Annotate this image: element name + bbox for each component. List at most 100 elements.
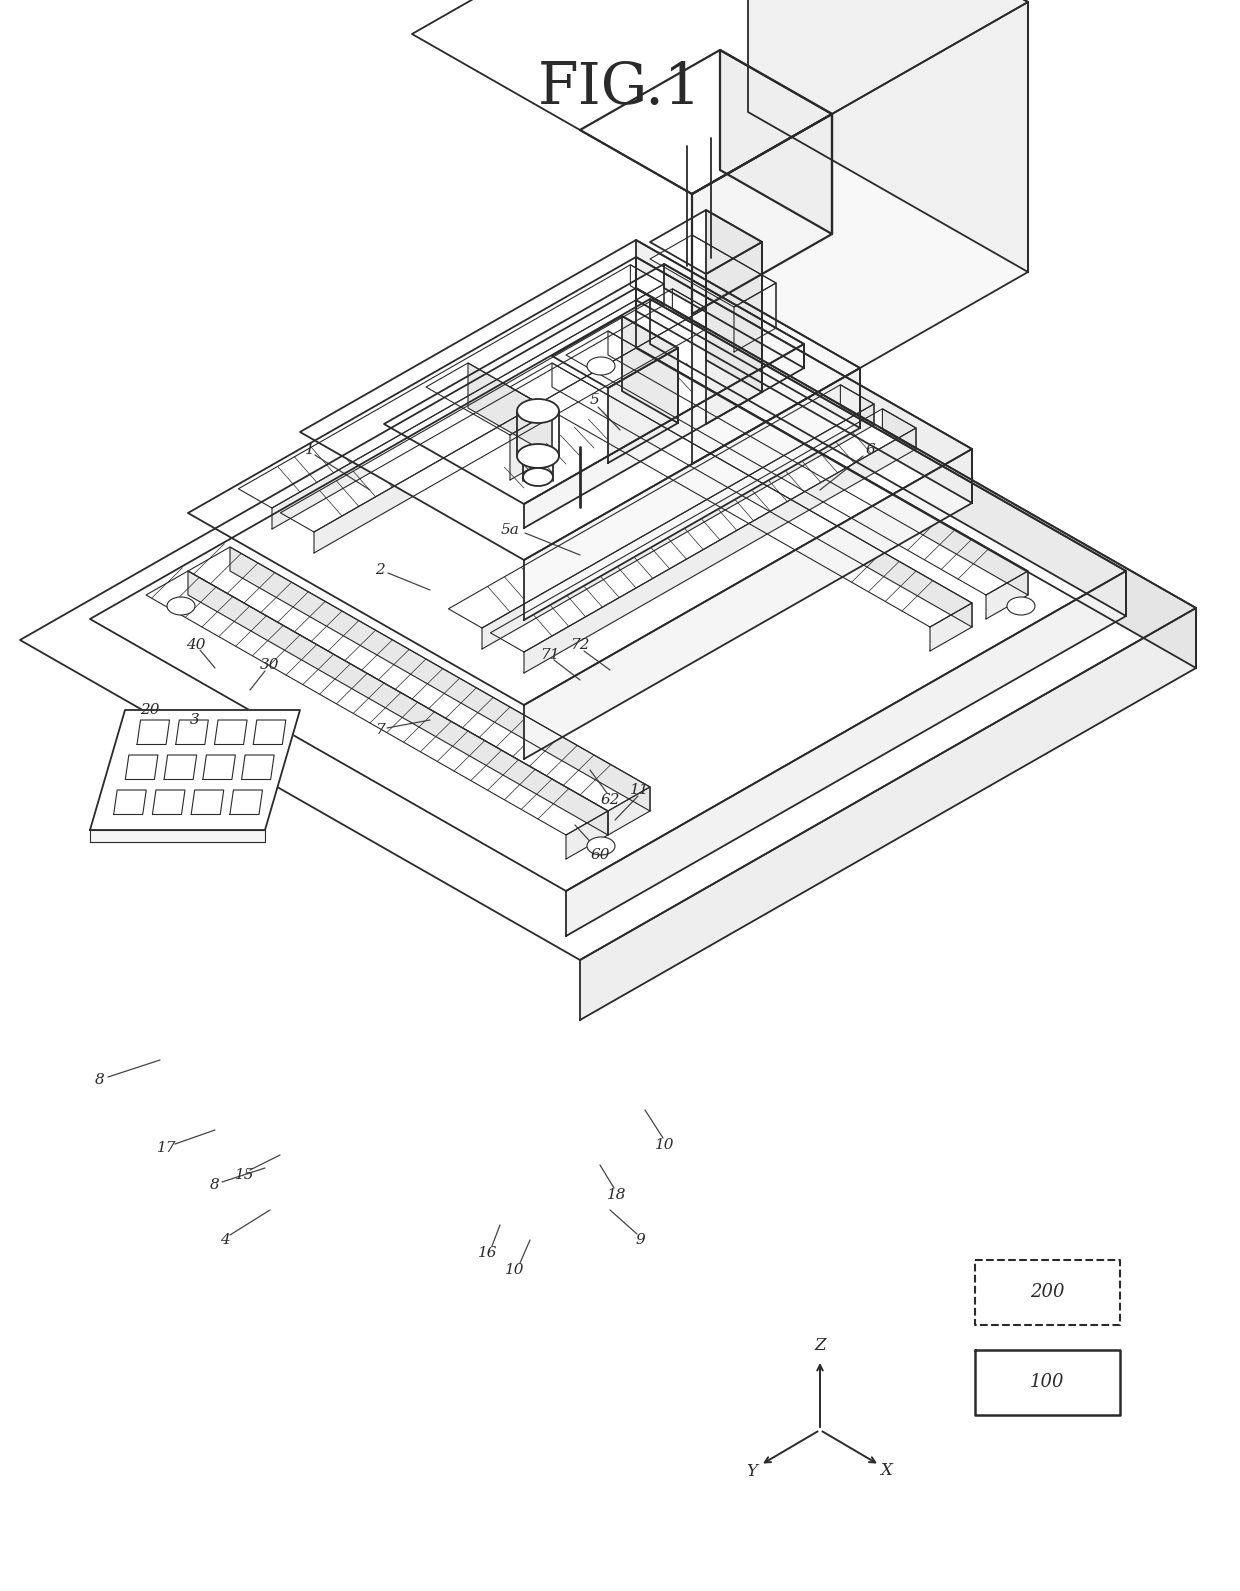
Polygon shape	[146, 571, 608, 835]
Polygon shape	[883, 409, 916, 449]
Polygon shape	[525, 428, 916, 673]
Polygon shape	[215, 721, 247, 745]
Polygon shape	[188, 571, 608, 835]
Polygon shape	[482, 404, 874, 649]
Text: 18: 18	[608, 1188, 626, 1201]
Polygon shape	[91, 831, 265, 842]
Polygon shape	[692, 115, 832, 313]
Polygon shape	[91, 299, 1126, 891]
Text: 6: 6	[866, 442, 875, 457]
Polygon shape	[153, 791, 185, 815]
Ellipse shape	[517, 444, 559, 468]
Polygon shape	[510, 363, 972, 627]
Ellipse shape	[167, 597, 195, 616]
Polygon shape	[636, 240, 861, 428]
Polygon shape	[565, 331, 1028, 595]
Ellipse shape	[587, 356, 615, 375]
Text: 71: 71	[541, 648, 559, 662]
Polygon shape	[706, 210, 763, 391]
Polygon shape	[253, 721, 285, 745]
Text: Z: Z	[815, 1338, 826, 1354]
Polygon shape	[525, 449, 972, 759]
Polygon shape	[580, 49, 832, 194]
Ellipse shape	[523, 468, 553, 485]
Polygon shape	[427, 363, 552, 434]
Polygon shape	[510, 410, 552, 480]
Polygon shape	[314, 309, 706, 554]
Polygon shape	[412, 0, 1028, 194]
Text: 8: 8	[210, 1177, 219, 1192]
Polygon shape	[841, 385, 874, 425]
Text: 16: 16	[479, 1246, 497, 1260]
Text: 62: 62	[600, 792, 620, 807]
Polygon shape	[280, 290, 706, 531]
Polygon shape	[229, 547, 650, 811]
Polygon shape	[748, 0, 1028, 272]
Polygon shape	[636, 258, 972, 503]
Text: 15: 15	[236, 1168, 254, 1182]
Ellipse shape	[517, 399, 559, 423]
Text: FIG.1: FIG.1	[538, 60, 702, 116]
Polygon shape	[449, 385, 874, 628]
Text: 10: 10	[655, 1138, 675, 1152]
Polygon shape	[300, 240, 861, 560]
Text: 17: 17	[157, 1141, 177, 1155]
Polygon shape	[975, 1260, 1120, 1325]
Polygon shape	[986, 571, 1028, 619]
Polygon shape	[229, 791, 263, 815]
Polygon shape	[20, 288, 1197, 959]
Text: X: X	[880, 1462, 893, 1480]
Text: 200: 200	[1029, 1282, 1064, 1301]
Polygon shape	[114, 791, 146, 815]
Text: 5a: 5a	[501, 523, 520, 538]
Polygon shape	[706, 242, 763, 423]
Polygon shape	[242, 756, 274, 780]
Polygon shape	[608, 788, 650, 835]
Ellipse shape	[1007, 597, 1035, 616]
Polygon shape	[608, 348, 678, 463]
Polygon shape	[272, 285, 663, 528]
Text: 1: 1	[305, 442, 315, 457]
Polygon shape	[663, 264, 804, 368]
Polygon shape	[975, 1351, 1120, 1414]
Text: 20: 20	[140, 703, 160, 718]
Polygon shape	[467, 363, 552, 457]
Polygon shape	[650, 210, 763, 274]
Polygon shape	[525, 344, 804, 528]
Text: 9: 9	[635, 1233, 645, 1247]
Polygon shape	[191, 791, 223, 815]
Polygon shape	[720, 49, 832, 234]
Polygon shape	[565, 811, 608, 859]
Text: 5: 5	[590, 393, 600, 407]
Polygon shape	[164, 756, 197, 780]
Polygon shape	[125, 756, 157, 780]
Text: 60: 60	[590, 848, 610, 862]
Polygon shape	[650, 235, 776, 307]
Polygon shape	[490, 409, 916, 652]
Polygon shape	[650, 299, 1126, 616]
Text: Y: Y	[746, 1464, 756, 1481]
Text: 30: 30	[260, 659, 280, 671]
Polygon shape	[384, 264, 804, 504]
Polygon shape	[580, 608, 1197, 1020]
Polygon shape	[636, 288, 1197, 668]
Polygon shape	[692, 235, 776, 328]
Polygon shape	[672, 290, 706, 329]
Polygon shape	[203, 756, 236, 780]
Text: 10: 10	[505, 1263, 525, 1278]
Polygon shape	[622, 317, 678, 423]
Polygon shape	[136, 721, 170, 745]
Polygon shape	[188, 547, 650, 811]
Polygon shape	[565, 571, 1126, 936]
Polygon shape	[91, 710, 300, 831]
Polygon shape	[188, 258, 972, 705]
Polygon shape	[630, 264, 663, 305]
Ellipse shape	[587, 837, 615, 854]
Text: 3: 3	[190, 713, 200, 727]
Text: 11: 11	[630, 783, 650, 797]
Polygon shape	[238, 264, 663, 508]
Polygon shape	[692, 2, 1028, 465]
Polygon shape	[525, 368, 861, 620]
Polygon shape	[930, 603, 972, 651]
Text: 7: 7	[376, 722, 384, 737]
